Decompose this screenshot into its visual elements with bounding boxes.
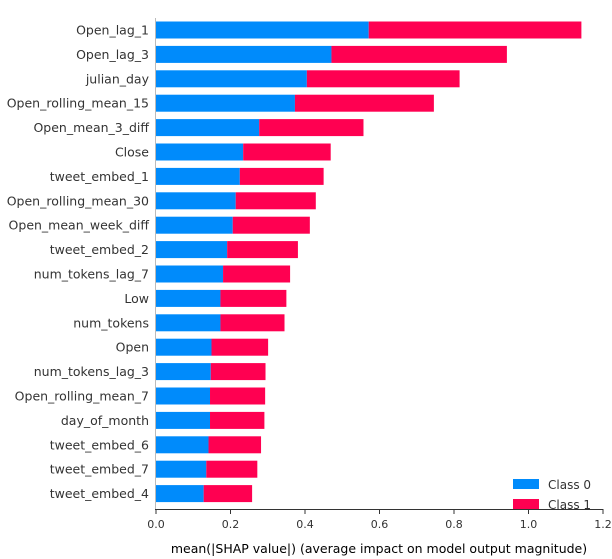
bar-tweet_embed_4-class-0 [156, 485, 204, 503]
category-label: tweet_embed_7 [50, 462, 149, 477]
category-label: tweet_embed_4 [50, 486, 149, 501]
bar-tweet_embed_7-class-0 [156, 460, 207, 478]
legend-swatch-class-1 [513, 499, 539, 509]
bar-Open-class-1 [211, 338, 269, 356]
legend-label-class-1: Class 1 [548, 498, 591, 512]
bar-tweet_embed_4-class-1 [203, 485, 253, 503]
bar-tweet_embed_1-class-0 [156, 167, 240, 185]
bar-Close-class-0 [156, 143, 244, 161]
category-label: julian_day [85, 71, 150, 86]
bar-tweet_embed_7-class-1 [206, 460, 258, 478]
bar-num_tokens_lag_3-class-0 [156, 363, 211, 381]
bar-day_of_month-class-1 [210, 411, 265, 429]
bar-Open_rolling_mean_15-class-1 [294, 94, 434, 112]
bar-tweet_embed_6-class-0 [156, 436, 209, 454]
bar-num_tokens_lag_7-class-0 [156, 265, 224, 283]
legend: Class 0 Class 1 [513, 478, 591, 512]
x-tick-label: 1.2 [594, 518, 612, 531]
bar-Open_rolling_mean_15-class-0 [156, 94, 295, 112]
category-label: Open_rolling_mean_7 [15, 389, 149, 404]
category-label: num_tokens_lag_7 [34, 267, 149, 282]
bar-num_tokens_lag_3-class-1 [210, 363, 266, 381]
bar-tweet_embed_2-class-0 [156, 241, 228, 259]
bar-Open_rolling_mean_7-class-0 [156, 387, 211, 405]
bar-num_tokens-class-1 [220, 314, 285, 332]
bar-Open_lag_3-class-1 [331, 45, 507, 63]
bar-Open-class-0 [156, 338, 212, 356]
category-label: Open [116, 340, 149, 355]
bar-Open_mean_week_diff-class-0 [156, 216, 233, 234]
category-labels: Open_lag_1 Open_lag_3 julian_day Open_rolli… [7, 23, 150, 502]
x-tick-label: 0.8 [445, 518, 463, 531]
x-tick-label: 0.4 [296, 518, 314, 531]
bar-Low-class-1 [220, 289, 287, 307]
x-tick-label: 0.6 [371, 518, 389, 531]
bar-Open_mean_3_diff-class-1 [259, 119, 364, 137]
category-label: Open_mean_week_diff [9, 218, 150, 233]
bars-group [156, 21, 582, 503]
bar-Open_lag_3-class-0 [156, 45, 332, 63]
bar-tweet_embed_2-class-1 [227, 241, 298, 259]
bar-Open_lag_1-class-0 [156, 21, 369, 39]
category-label: num_tokens_lag_3 [34, 364, 149, 379]
bar-Open_lag_1-class-1 [368, 21, 582, 39]
category-label: Low [124, 291, 149, 306]
category-label: num_tokens [73, 315, 149, 330]
bar-Open_mean_week_diff-class-1 [232, 216, 310, 234]
bar-day_of_month-class-0 [156, 411, 211, 429]
legend-swatch-class-0 [513, 479, 539, 489]
bar-julian_day-class-1 [306, 70, 460, 88]
bar-num_tokens_lag_7-class-1 [223, 265, 291, 283]
x-tick-label: 0.2 [222, 518, 240, 531]
bar-tweet_embed_1-class-1 [239, 167, 324, 185]
category-label: tweet_embed_1 [50, 169, 149, 184]
bar-julian_day-class-0 [156, 70, 307, 88]
legend-label-class-0: Class 0 [548, 478, 591, 492]
bar-Open_rolling_mean_30-class-1 [235, 192, 316, 210]
category-label: Open_mean_3_diff [33, 120, 149, 135]
bar-tweet_embed_6-class-1 [208, 436, 262, 454]
category-label: tweet_embed_2 [50, 242, 149, 257]
category-label: Open_rolling_mean_15 [7, 96, 149, 111]
x-tick-label: 0.0 [147, 518, 165, 531]
bar-Open_mean_3_diff-class-0 [156, 119, 260, 137]
category-label: Close [115, 145, 149, 160]
category-label: day_of_month [61, 413, 149, 428]
bar-Open_rolling_mean_7-class-1 [210, 387, 266, 405]
category-label: Open_lag_3 [76, 47, 149, 62]
category-label: Open_rolling_mean_30 [7, 193, 149, 208]
bar-num_tokens-class-0 [156, 314, 221, 332]
bar-Close-class-1 [243, 143, 331, 161]
bar-Low-class-0 [156, 289, 221, 307]
category-label: Open_lag_1 [76, 23, 149, 38]
bar-Open_rolling_mean_30-class-0 [156, 192, 236, 210]
category-label: tweet_embed_6 [50, 437, 149, 452]
x-ticks: 0.0 0.2 0.4 0.6 0.8 1.0 1.2 [147, 509, 612, 531]
x-axis-label: mean(|SHAP value|) (average impact on mo… [171, 541, 587, 556]
x-tick-label: 1.0 [520, 518, 538, 531]
